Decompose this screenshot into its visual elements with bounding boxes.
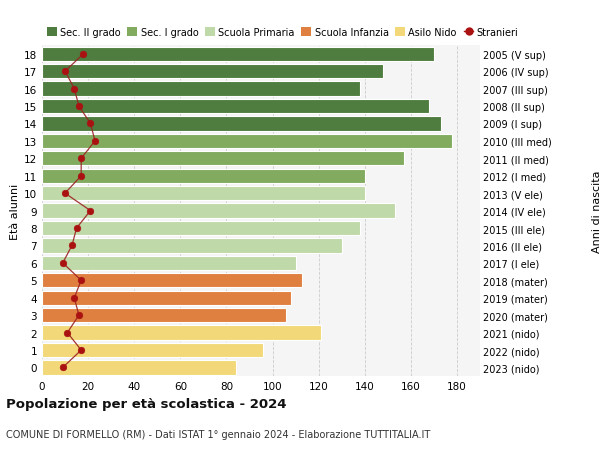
Point	[67, 242, 77, 250]
Point	[86, 207, 95, 215]
Bar	[42, 361, 236, 375]
Bar	[42, 274, 302, 288]
Bar	[42, 187, 365, 201]
Bar	[42, 221, 360, 235]
Point	[76, 277, 86, 285]
Bar	[42, 204, 395, 218]
Point	[72, 225, 82, 232]
Bar	[42, 100, 429, 114]
Point	[60, 190, 70, 197]
Bar	[42, 47, 434, 62]
Text: COMUNE DI FORMELLO (RM) - Dati ISTAT 1° gennaio 2024 - Elaborazione TUTTITALIA.I: COMUNE DI FORMELLO (RM) - Dati ISTAT 1° …	[6, 429, 430, 439]
Bar	[42, 169, 365, 184]
Point	[70, 294, 79, 302]
Bar	[42, 326, 321, 340]
Bar	[42, 239, 341, 253]
Bar	[42, 134, 452, 149]
Bar	[42, 256, 296, 270]
Bar	[42, 308, 286, 323]
Point	[62, 329, 72, 336]
Text: Popolazione per età scolastica - 2024: Popolazione per età scolastica - 2024	[6, 397, 287, 410]
Point	[86, 121, 95, 128]
Text: Anni di nascita: Anni di nascita	[592, 170, 600, 252]
Point	[58, 260, 68, 267]
Point	[90, 138, 100, 145]
Point	[60, 68, 70, 76]
Point	[76, 173, 86, 180]
Point	[74, 312, 83, 319]
Y-axis label: Età alunni: Età alunni	[10, 183, 20, 239]
Point	[76, 347, 86, 354]
Bar	[42, 343, 263, 358]
Point	[79, 51, 88, 58]
Bar	[42, 117, 441, 131]
Point	[70, 86, 79, 93]
Legend: Sec. II grado, Sec. I grado, Scuola Primaria, Scuola Infanzia, Asilo Nido, Stran: Sec. II grado, Sec. I grado, Scuola Prim…	[47, 28, 518, 38]
Bar	[42, 152, 404, 166]
Point	[76, 155, 86, 162]
Bar	[42, 65, 383, 79]
Bar	[42, 82, 360, 96]
Bar	[42, 291, 291, 305]
Point	[74, 103, 83, 111]
Point	[58, 364, 68, 371]
